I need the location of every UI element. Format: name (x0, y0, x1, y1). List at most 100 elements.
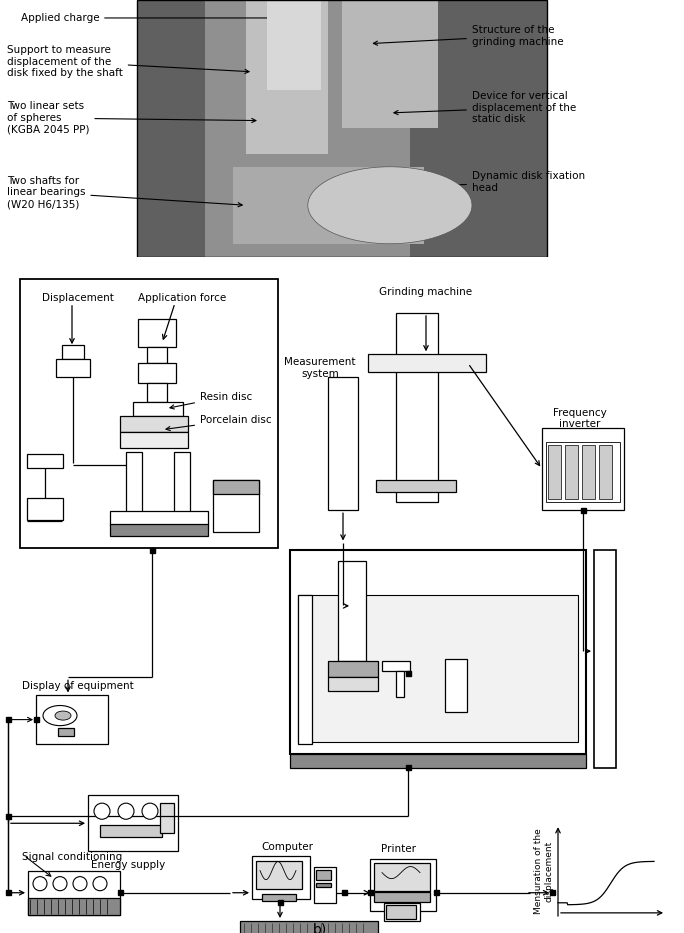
Bar (137, 0, 547, 257)
Circle shape (33, 877, 47, 891)
Bar (5, 717, 10, 722)
Bar (565, 445, 578, 499)
Bar (581, 508, 586, 513)
Bar (406, 671, 410, 675)
Bar (374, 892, 430, 902)
Text: Two linear sets
of spheres
(KGBA 2045 PP): Two linear sets of spheres (KGBA 2045 PP… (7, 102, 256, 134)
Ellipse shape (308, 167, 472, 244)
Bar (36, 695, 108, 744)
Bar (62, 345, 84, 359)
Bar (328, 661, 378, 677)
Bar (233, 167, 424, 244)
Bar (118, 890, 122, 896)
Bar (147, 383, 167, 401)
Text: Printer: Printer (380, 844, 415, 855)
Text: Frequency
inverter: Frequency inverter (553, 408, 607, 429)
Circle shape (73, 877, 87, 891)
Bar (370, 858, 436, 911)
Bar (213, 480, 259, 494)
Text: Two shafts for
linear bearings
(W20 H6/135): Two shafts for linear bearings (W20 H6/1… (7, 175, 242, 209)
Circle shape (118, 803, 134, 819)
Bar (20, 279, 278, 549)
Text: Dynamic disk fixation
head: Dynamic disk fixation head (394, 172, 585, 193)
Bar (386, 905, 416, 919)
Bar (28, 870, 120, 915)
Bar (150, 548, 155, 553)
Ellipse shape (43, 705, 77, 726)
Bar (240, 921, 378, 933)
Bar (27, 453, 63, 468)
Text: Application force: Application force (138, 293, 226, 303)
Bar (338, 561, 366, 661)
Text: Porcelain disc: Porcelain disc (166, 414, 272, 431)
Bar (328, 677, 378, 691)
Text: b): b) (313, 923, 327, 933)
Bar (328, 377, 358, 510)
Bar (396, 671, 404, 698)
Bar (138, 363, 176, 383)
Bar (376, 480, 456, 492)
Bar (27, 498, 63, 521)
Bar (599, 445, 612, 499)
Bar (262, 894, 296, 900)
Text: Displacement: Displacement (42, 293, 114, 303)
Bar (28, 898, 120, 915)
Text: Computer: Computer (261, 842, 313, 853)
Bar (5, 814, 10, 819)
Text: Energy supply: Energy supply (91, 859, 165, 870)
Bar (126, 452, 142, 512)
Bar (290, 754, 586, 768)
Text: Display of equipment: Display of equipment (22, 681, 134, 691)
Bar (367, 890, 373, 896)
Circle shape (93, 877, 107, 891)
Bar (100, 826, 162, 838)
Bar (384, 903, 420, 921)
Bar (406, 765, 410, 771)
Bar (445, 660, 467, 712)
Bar (256, 860, 302, 889)
Text: Measurement
system: Measurement system (285, 357, 356, 379)
Bar (374, 862, 430, 891)
Bar (213, 480, 259, 533)
Text: Mensuration of the
displacement: Mensuration of the displacement (534, 829, 554, 914)
Bar (290, 550, 586, 754)
Bar (434, 890, 438, 896)
Text: Grinding machine: Grinding machine (380, 286, 473, 297)
Bar (368, 355, 486, 372)
Text: Applied charge: Applied charge (21, 13, 283, 23)
Bar (246, 0, 328, 154)
Text: Signal conditioning: Signal conditioning (22, 853, 122, 862)
Bar (267, 0, 321, 90)
Bar (120, 415, 188, 432)
Text: Support to measure
displacement of the
disk fixed by the shaft: Support to measure displacement of the d… (7, 45, 249, 78)
Bar (278, 900, 282, 905)
Text: Resin disc: Resin disc (170, 392, 252, 409)
Bar (298, 595, 312, 744)
Bar (174, 452, 190, 512)
Circle shape (94, 803, 110, 819)
Bar (205, 0, 410, 257)
Bar (160, 803, 174, 833)
Bar (341, 890, 347, 896)
Bar (137, 0, 547, 257)
Bar (110, 511, 208, 525)
Bar (549, 890, 555, 896)
Bar (147, 347, 167, 363)
Bar (342, 0, 438, 129)
Bar (58, 728, 74, 736)
Bar (133, 401, 183, 415)
Bar (316, 883, 331, 886)
Bar (382, 661, 410, 671)
Ellipse shape (55, 711, 71, 720)
Bar (110, 524, 208, 536)
Text: Structure of the
grinding machine: Structure of the grinding machine (373, 25, 564, 47)
Bar (594, 550, 616, 768)
Bar (582, 445, 595, 499)
Circle shape (53, 877, 67, 891)
Circle shape (142, 803, 158, 819)
Bar (396, 313, 438, 502)
Bar (56, 359, 90, 377)
Bar (252, 856, 310, 898)
Bar (548, 445, 561, 499)
Bar (316, 870, 331, 880)
